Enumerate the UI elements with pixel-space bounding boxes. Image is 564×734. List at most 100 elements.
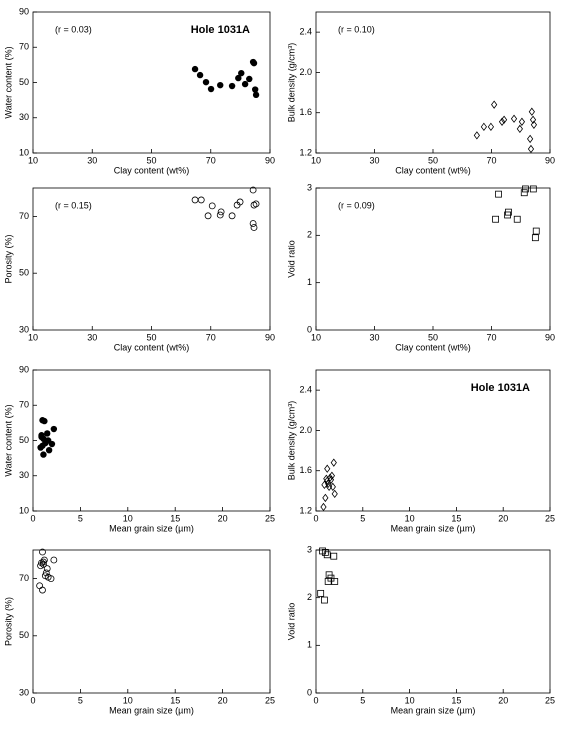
point: [250, 59, 258, 67]
x-tick-label: 25: [265, 513, 275, 523]
y-axis-label: Porosity (%): [3, 597, 13, 646]
point: [480, 122, 487, 131]
hole-label: Hole 1031A: [191, 24, 250, 36]
x-axis-label: Mean grain size (µm): [109, 523, 194, 533]
point: [529, 185, 537, 193]
point: [500, 115, 508, 124]
point: [45, 446, 53, 454]
x-tick-label: 20: [218, 513, 228, 523]
point: [207, 85, 215, 93]
point: [321, 480, 328, 489]
point: [36, 582, 44, 590]
x-tick-label: 0: [313, 513, 318, 523]
point: [42, 569, 50, 577]
point: [321, 596, 328, 604]
point: [38, 433, 45, 441]
x-tick-label: 90: [265, 155, 275, 165]
point: [495, 190, 502, 198]
point: [251, 86, 259, 93]
point: [330, 458, 337, 467]
y-tick-label: 2.0: [299, 425, 312, 435]
correlation-note: (r = 0.10): [338, 24, 375, 34]
point: [522, 185, 529, 193]
y-axis-label: Bulk density (g/cm³): [286, 43, 296, 123]
x-tick-label: 0: [313, 695, 318, 705]
y-axis-label: Porosity (%): [3, 234, 13, 283]
x-axis-label: Mean grain size (µm): [109, 705, 194, 715]
hole-label: Hole 1031A: [471, 382, 530, 394]
plot-frame: [315, 369, 551, 512]
x-tick-label: 0: [30, 695, 35, 705]
point: [530, 120, 538, 129]
y-axis-label: Water content (%): [3, 46, 13, 118]
x-tick-label: 25: [545, 513, 555, 523]
y-tick-label: 70: [19, 400, 29, 410]
point: [516, 124, 523, 133]
point: [331, 489, 338, 499]
point: [330, 552, 338, 560]
point: [241, 80, 249, 88]
y-tick-label: 30: [19, 687, 29, 697]
y-axis-label: Void ratio: [286, 240, 296, 278]
point: [252, 200, 260, 208]
y-tick-label: 1: [307, 640, 312, 650]
point: [487, 122, 495, 131]
x-tick-label: 15: [170, 695, 180, 705]
x-tick-label: 90: [545, 332, 555, 342]
y-tick-label: 90: [19, 364, 29, 374]
point: [320, 502, 327, 512]
point: [529, 115, 537, 124]
point: [228, 82, 236, 90]
point: [39, 548, 46, 556]
x-tick-label: 50: [428, 155, 438, 165]
x-tick-label: 20: [218, 695, 228, 705]
x-tick-label: 50: [146, 155, 156, 165]
point: [40, 451, 47, 458]
point: [510, 114, 518, 123]
x-tick-label: 25: [545, 695, 555, 705]
x-tick-label: 10: [123, 513, 133, 523]
y-tick-label: 70: [19, 42, 29, 52]
point: [329, 482, 336, 491]
x-tick-label: 10: [405, 513, 415, 523]
x-tick-label: 20: [498, 695, 508, 705]
point: [250, 224, 258, 231]
point: [249, 220, 257, 227]
point: [204, 212, 212, 220]
y-tick-label: 1.2: [299, 505, 312, 515]
x-tick-label: 25: [265, 695, 275, 705]
x-tick-label: 10: [123, 695, 133, 705]
y-tick-label: 3: [307, 182, 312, 192]
point: [236, 198, 244, 206]
point: [324, 578, 332, 585]
point: [322, 493, 329, 503]
y-tick-label: 1.2: [299, 147, 312, 157]
point: [249, 186, 257, 194]
x-tick-label: 10: [405, 695, 415, 705]
y-tick-label: 0: [307, 687, 312, 697]
point: [48, 440, 56, 448]
point: [520, 189, 528, 197]
y-tick-label: 2.4: [299, 385, 312, 395]
x-tick-label: 15: [451, 513, 461, 523]
point: [196, 71, 204, 79]
point: [41, 417, 48, 425]
x-tick-label: 50: [146, 332, 156, 342]
x-tick-label: 10: [311, 332, 321, 342]
x-tick-label: 5: [78, 513, 83, 523]
x-axis-label: Clay content (wt%): [395, 165, 471, 175]
point: [513, 215, 521, 223]
x-tick-label: 30: [87, 155, 97, 165]
y-tick-label: 50: [19, 268, 29, 278]
y-tick-label: 30: [19, 470, 29, 480]
point: [323, 551, 331, 559]
correlation-note: (r = 0.15): [55, 200, 92, 210]
point: [331, 578, 339, 585]
y-tick-label: 50: [19, 77, 29, 87]
y-tick-label: 2: [307, 592, 312, 602]
point: [43, 565, 51, 572]
x-tick-label: 5: [78, 695, 83, 705]
point: [44, 430, 51, 437]
point: [531, 234, 539, 242]
